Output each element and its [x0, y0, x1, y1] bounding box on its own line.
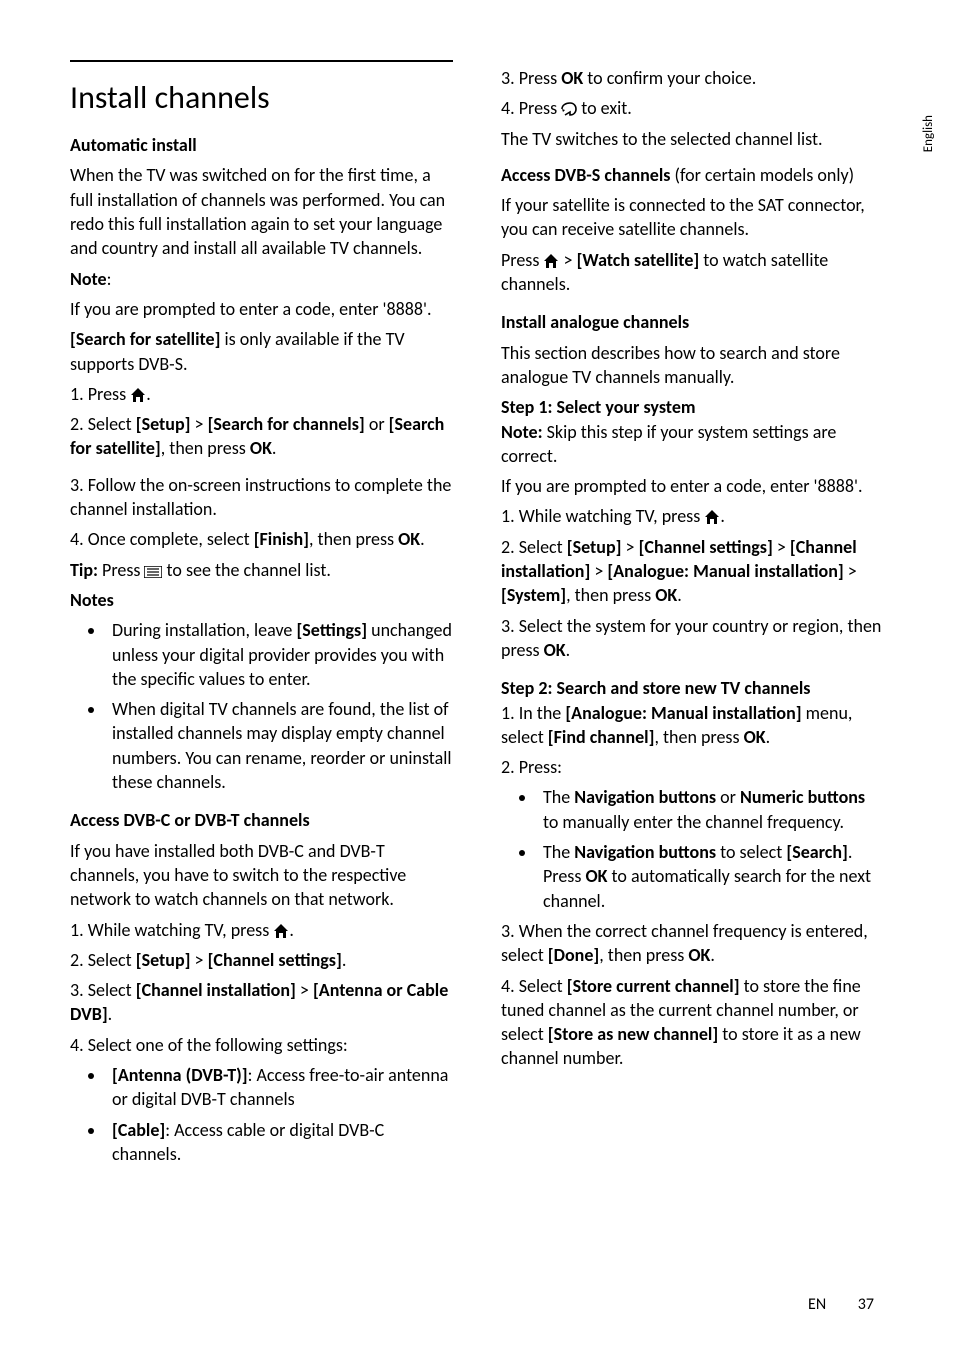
notes-label: Notes — [70, 588, 453, 612]
note-item: During installation, leave [Settings] un… — [106, 618, 453, 691]
dvbs-heading: Access DVB-S channels (for certain model… — [501, 163, 884, 187]
analogue-s3: 3. Select the system for your country or… — [501, 614, 884, 663]
auto-step3: 3. Follow the on-screen instructions to … — [70, 473, 453, 522]
st2-1: 1. In the [Analogue: Manual installation… — [501, 701, 884, 750]
dvb-intro: If you have installed both DVB-C and DVB… — [70, 839, 453, 912]
auto-step4: 4. Once complete, select [Finish], then … — [70, 527, 453, 551]
auto-intro: When the TV was switched on for the firs… — [70, 163, 453, 260]
note-label: Note: — [70, 267, 453, 291]
dvbs-p2: Press > [Watch satellite] to watch satel… — [501, 248, 884, 297]
notes-list: During installation, leave [Settings] un… — [70, 618, 453, 794]
st2-2: 2. Press: — [501, 755, 884, 779]
st2-4: 4. Select [Store current channel] to sto… — [501, 974, 884, 1071]
dvbs-p1: If your satellite is connected to the SA… — [501, 193, 884, 242]
left-column: Install channels Automatic install When … — [70, 60, 453, 1172]
analogue-note1: Note: Skip this step if your system sett… — [501, 420, 884, 469]
note-item: When digital TV channels are found, the … — [106, 697, 453, 794]
right-column: 3. Press OK to confirm your choice. 4. P… — [501, 60, 884, 1172]
press-option: The Navigation buttons to select [Search… — [537, 840, 884, 913]
analogue-heading: Install analogue channels — [501, 310, 884, 334]
section-title: Install channels — [70, 60, 453, 119]
analogue-s2: 2. Select [Setup] > [Channel settings] >… — [501, 535, 884, 608]
exit-step4: 4. Press to exit. — [501, 96, 884, 120]
switch-msg: The TV switches to the selected channel … — [501, 127, 884, 151]
dvb-step1: 1. While watching TV, press . — [70, 918, 453, 942]
analogue-note2: If you are prompted to enter a code, ent… — [501, 474, 884, 498]
st2-3: 3. When the correct channel frequency is… — [501, 919, 884, 968]
confirm-step3: 3. Press OK to confirm your choice. — [501, 66, 884, 90]
dvb-option: [Antenna (DVB-T)]: Access free-to-air an… — [106, 1063, 453, 1112]
satellite-note: [Search for satellite] is only available… — [70, 327, 453, 376]
language-tab: English — [920, 115, 938, 152]
auto-step2: 2. Select [Setup] > [Search for channels… — [70, 412, 453, 461]
auto-step1: 1. Press . — [70, 382, 453, 406]
home-icon — [543, 254, 559, 268]
footer-page: 37 — [858, 1295, 874, 1314]
dvb-step4: 4. Select one of the following settings: — [70, 1033, 453, 1057]
tip: Tip: Press to see the channel list. — [70, 558, 453, 582]
home-icon — [704, 510, 720, 524]
press-options: The Navigation buttons or Numeric button… — [501, 785, 884, 912]
analogue-intro: This section describes how to search and… — [501, 341, 884, 390]
dvb-option: [Cable]: Access cable or digital DVB-C c… — [106, 1118, 453, 1167]
dvb-step2: 2. Select [Setup] > [Channel settings]. — [70, 948, 453, 972]
step2-label: Step 2: Search and store new TV channels — [501, 676, 884, 700]
page-footer: EN 37 — [808, 1294, 874, 1316]
step1-label: Step 1: Select your system — [501, 395, 884, 419]
back-icon — [561, 102, 577, 116]
dvb-options: [Antenna (DVB-T)]: Access free-to-air an… — [70, 1063, 453, 1166]
home-icon — [130, 388, 146, 402]
list-icon — [144, 566, 162, 578]
dvb-step3: 3. Select [Channel installation] > [Ante… — [70, 978, 453, 1027]
footer-lang: EN — [808, 1295, 826, 1314]
press-option: The Navigation buttons or Numeric button… — [537, 785, 884, 834]
page-content: Install channels Automatic install When … — [0, 0, 954, 1212]
analogue-s1: 1. While watching TV, press . — [501, 504, 884, 528]
dvb-heading: Access DVB-C or DVB-T channels — [70, 808, 453, 832]
auto-install-heading: Automatic install — [70, 133, 453, 157]
note-code: If you are prompted to enter a code, ent… — [70, 297, 453, 321]
home-icon — [273, 924, 289, 938]
